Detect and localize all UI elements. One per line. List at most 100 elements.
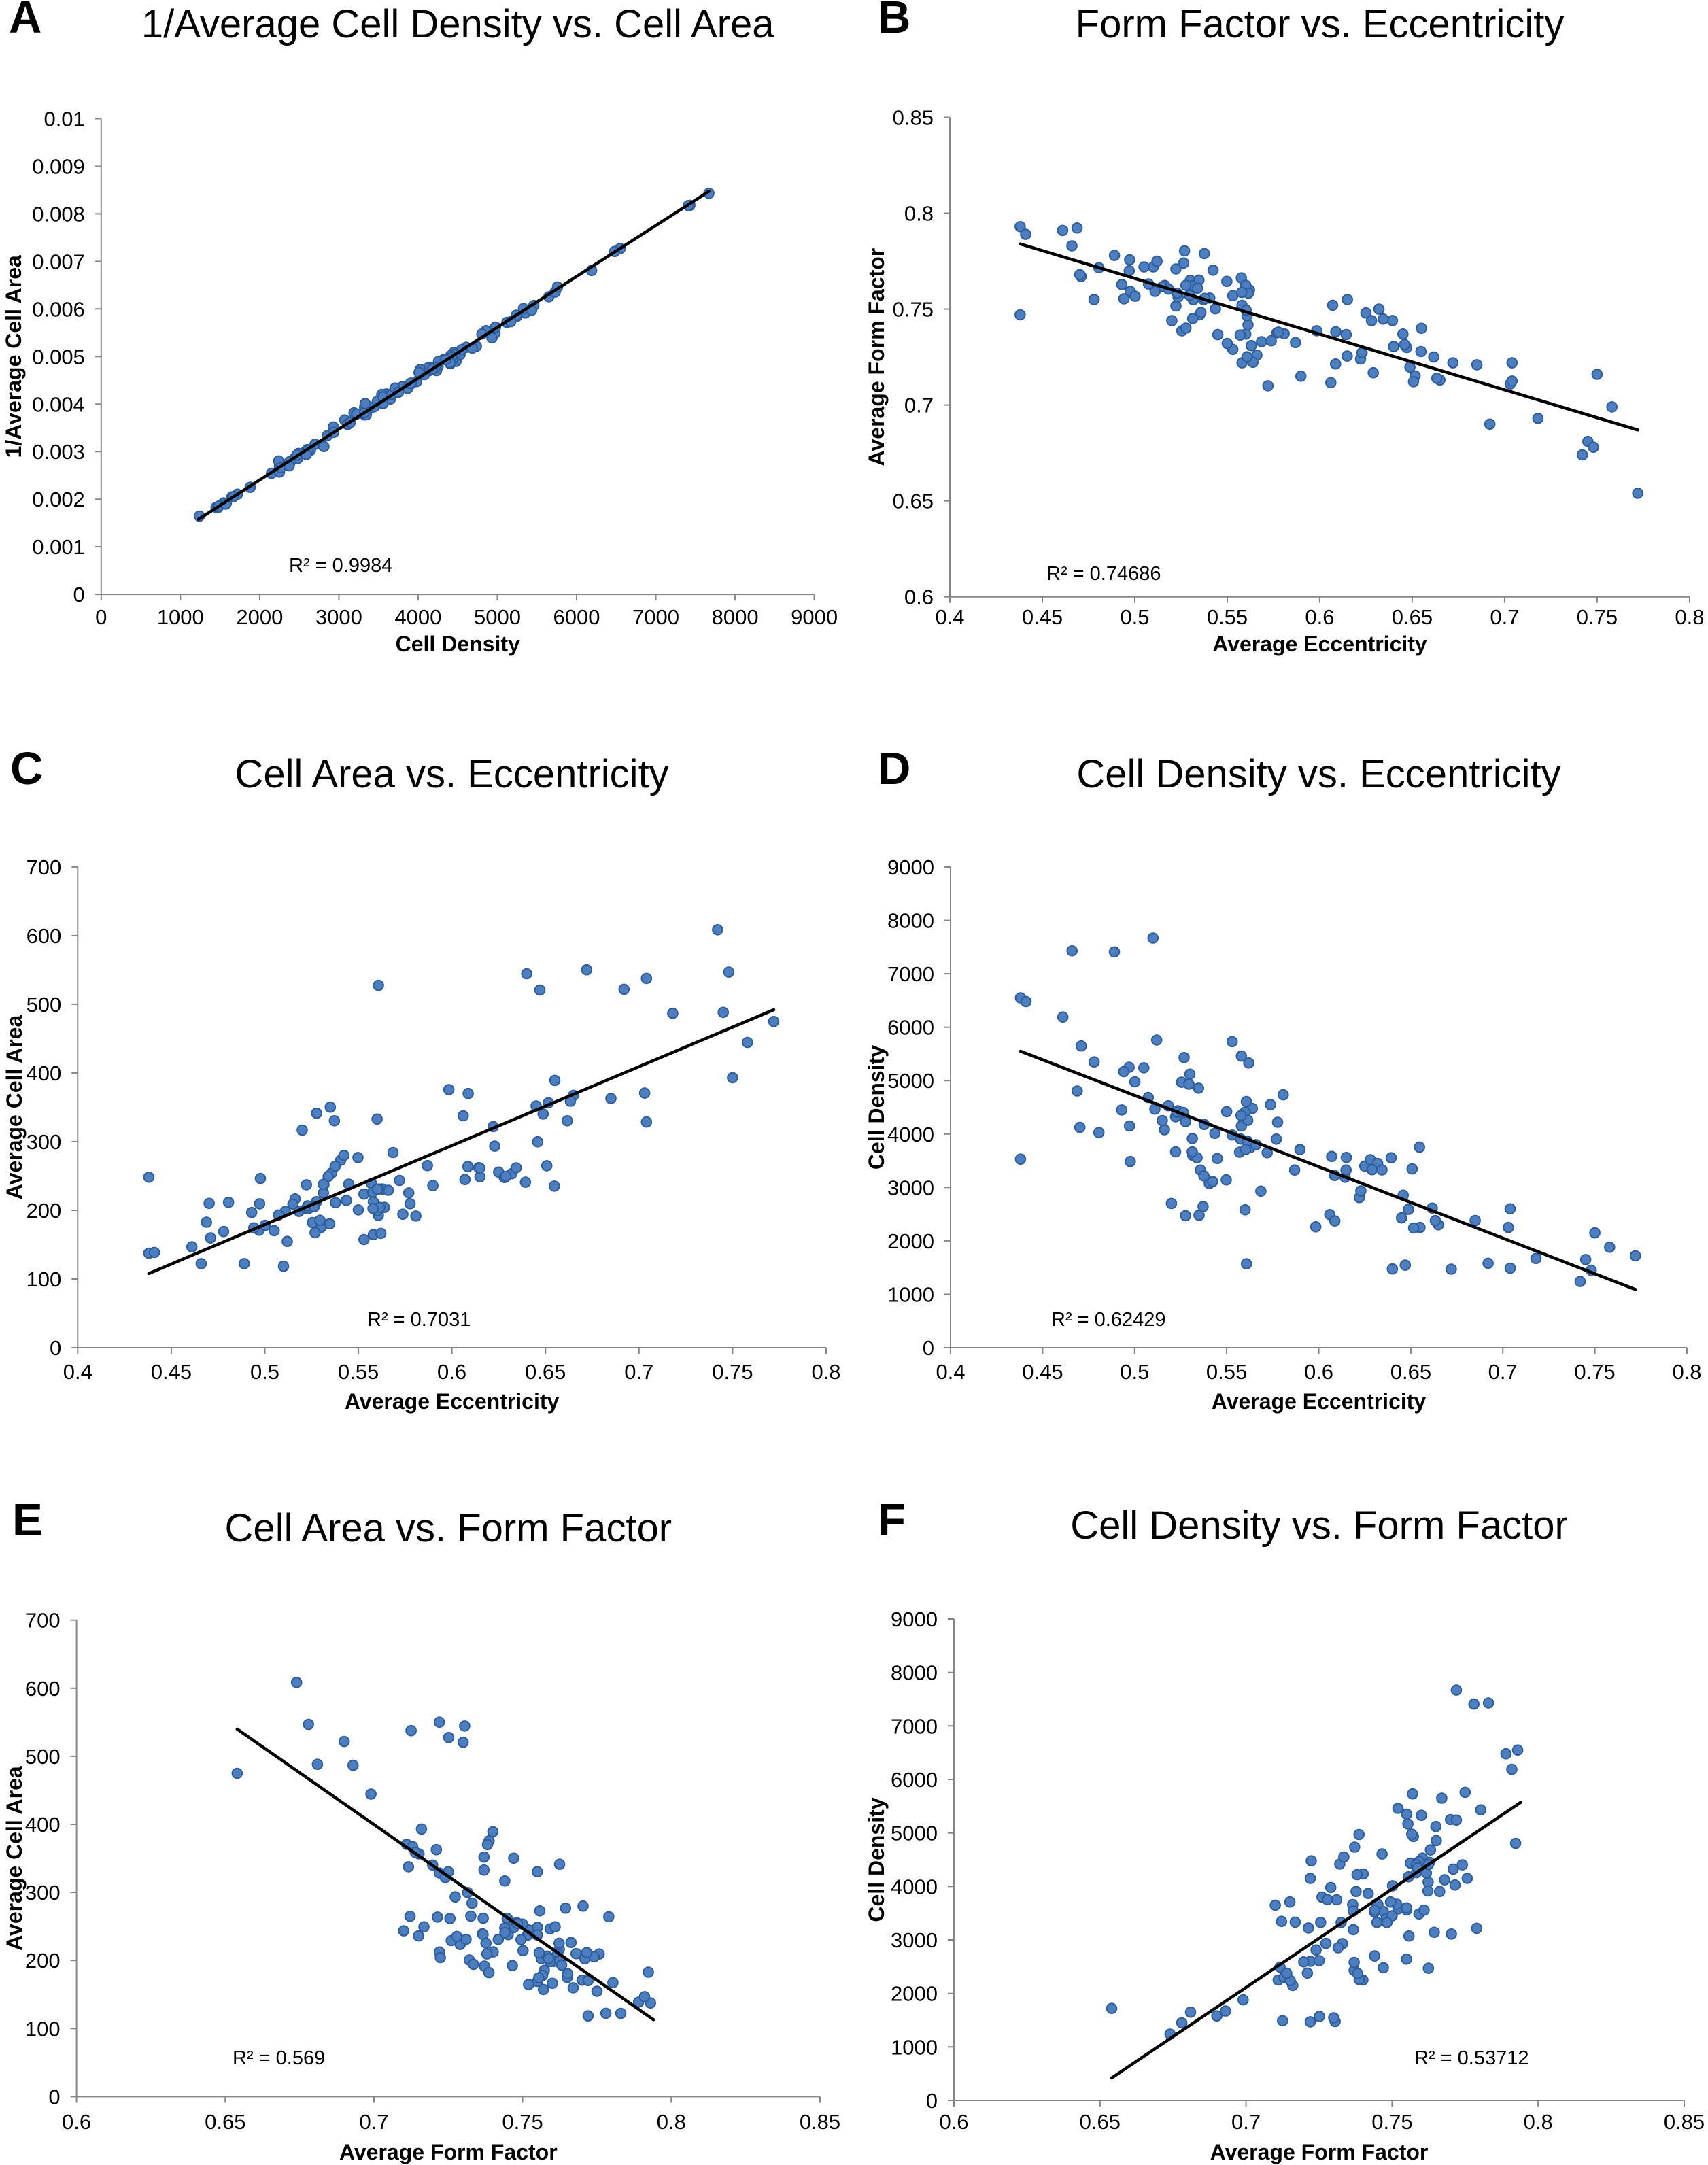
svg-text:8000: 8000	[712, 605, 759, 629]
svg-text:1/Average Cell Area: 1/Average Cell Area	[1, 255, 26, 458]
svg-text:0.7: 0.7	[904, 394, 934, 417]
svg-text:0.65: 0.65	[893, 490, 934, 513]
svg-text:0: 0	[923, 1336, 934, 1360]
svg-text:Cell Area vs. Eccentricity: Cell Area vs. Eccentricity	[235, 752, 668, 796]
svg-text:0.85: 0.85	[800, 2110, 840, 2134]
svg-text:0: 0	[95, 605, 107, 629]
svg-text:500: 500	[25, 1745, 61, 1769]
svg-text:9000: 9000	[887, 855, 934, 879]
svg-text:5000: 5000	[887, 1069, 934, 1093]
svg-text:7000: 7000	[632, 605, 679, 629]
svg-text:0.8: 0.8	[1675, 605, 1704, 629]
svg-text:100: 100	[27, 1267, 62, 1291]
svg-text:B: B	[878, 0, 910, 43]
svg-text:3000: 3000	[891, 1928, 938, 1952]
svg-text:0.55: 0.55	[1206, 1360, 1247, 1384]
svg-text:0.75: 0.75	[893, 298, 934, 322]
svg-text:700: 700	[25, 1609, 61, 1633]
svg-text:0.002: 0.002	[32, 488, 85, 511]
svg-text:1/Average Cell Density vs. Cel: 1/Average Cell Density vs. Cell Area	[141, 2, 774, 46]
svg-text:Average Form Factor: Average Form Factor	[864, 248, 889, 466]
svg-text:0.5: 0.5	[1120, 605, 1149, 629]
svg-text:0.55: 0.55	[338, 1360, 379, 1384]
svg-text:Form Factor vs. Eccentricity: Form Factor vs. Eccentricity	[1076, 2, 1565, 46]
svg-text:2000: 2000	[236, 605, 283, 629]
svg-text:8000: 8000	[887, 909, 934, 933]
svg-text:0.005: 0.005	[32, 345, 85, 369]
svg-text:0.8: 0.8	[904, 202, 934, 226]
svg-text:0.85: 0.85	[893, 106, 934, 130]
svg-text:0: 0	[73, 583, 85, 607]
svg-text:0.009: 0.009	[32, 155, 85, 179]
svg-text:0.45: 0.45	[1022, 605, 1063, 629]
svg-text:3000: 3000	[315, 605, 362, 629]
svg-text:0.007: 0.007	[32, 250, 85, 273]
svg-text:6000: 6000	[553, 605, 600, 629]
svg-text:9000: 9000	[891, 1607, 938, 1631]
svg-text:A: A	[9, 0, 41, 43]
svg-text:0.6: 0.6	[437, 1360, 466, 1384]
svg-text:Cell Density: Cell Density	[864, 1045, 889, 1170]
svg-text:8000: 8000	[891, 1661, 938, 1685]
svg-text:0.8: 0.8	[657, 2110, 686, 2134]
svg-text:0.85: 0.85	[1664, 2110, 1705, 2134]
svg-text:0.5: 0.5	[250, 1360, 279, 1384]
svg-text:0.8: 0.8	[1672, 1360, 1701, 1384]
svg-text:R² = 0.62429: R² = 0.62429	[1051, 1309, 1165, 1331]
svg-text:0.75: 0.75	[502, 2110, 543, 2134]
svg-text:0.7: 0.7	[1231, 2110, 1261, 2134]
svg-text:4000: 4000	[394, 605, 441, 629]
svg-text:0.008: 0.008	[32, 202, 85, 226]
svg-text:4000: 4000	[887, 1123, 934, 1146]
svg-text:1000: 1000	[891, 2035, 938, 2059]
svg-text:0.7: 0.7	[1490, 605, 1519, 629]
svg-text:0.4: 0.4	[935, 605, 964, 629]
svg-text:0.01: 0.01	[44, 107, 84, 131]
svg-text:100: 100	[25, 2017, 61, 2041]
svg-text:7000: 7000	[891, 1714, 938, 1738]
svg-text:Cell Density vs. Form Factor: Cell Density vs. Form Factor	[1070, 1503, 1568, 1548]
svg-text:0.75: 0.75	[1574, 1360, 1615, 1384]
svg-text:D: D	[878, 743, 910, 794]
svg-text:Cell Density: Cell Density	[396, 632, 520, 656]
svg-text:0.75: 0.75	[712, 1360, 753, 1384]
svg-text:0.7: 0.7	[1488, 1360, 1518, 1384]
svg-text:Average Cell Area: Average Cell Area	[2, 1015, 27, 1200]
svg-text:0.45: 0.45	[1022, 1360, 1063, 1384]
svg-text:5000: 5000	[474, 605, 521, 629]
svg-text:Cell Area vs. Form Factor: Cell Area vs. Form Factor	[225, 1506, 672, 1550]
svg-text:400: 400	[25, 1813, 61, 1837]
svg-text:R² = 0.7031: R² = 0.7031	[367, 1309, 471, 1331]
svg-text:F: F	[878, 1495, 906, 1546]
svg-text:0.75: 0.75	[1371, 2110, 1412, 2134]
svg-text:0.6: 0.6	[904, 585, 934, 609]
svg-text:C: C	[10, 743, 43, 794]
svg-text:400: 400	[27, 1061, 62, 1085]
svg-text:7000: 7000	[887, 962, 934, 986]
svg-text:0.4: 0.4	[63, 1360, 92, 1384]
svg-text:500: 500	[27, 993, 62, 1017]
svg-text:0.65: 0.65	[205, 2110, 245, 2134]
svg-text:0.65: 0.65	[1080, 2110, 1121, 2134]
svg-text:1000: 1000	[157, 605, 204, 629]
svg-text:Cell Density: Cell Density	[864, 1797, 889, 1922]
svg-text:R² = 0.74686: R² = 0.74686	[1046, 563, 1161, 585]
svg-text:6000: 6000	[887, 1016, 934, 1040]
svg-text:E: E	[12, 1495, 43, 1546]
svg-text:0.8: 0.8	[1524, 2110, 1553, 2134]
svg-text:Average Cell Area: Average Cell Area	[2, 1766, 27, 1951]
svg-text:0.7: 0.7	[359, 2110, 388, 2134]
svg-text:Average Eccentricity: Average Eccentricity	[1212, 632, 1427, 656]
svg-text:1000: 1000	[887, 1282, 934, 1306]
svg-text:5000: 5000	[891, 1822, 938, 1845]
svg-text:0.65: 0.65	[1392, 605, 1433, 629]
svg-text:0.6: 0.6	[1305, 605, 1334, 629]
svg-text:0.65: 0.65	[525, 1360, 566, 1384]
svg-text:Cell Density vs. Eccentricity: Cell Density vs. Eccentricity	[1076, 752, 1560, 796]
svg-text:600: 600	[25, 1677, 61, 1701]
svg-text:0.6: 0.6	[939, 2110, 968, 2134]
svg-text:300: 300	[27, 1130, 62, 1154]
svg-text:0.75: 0.75	[1577, 605, 1618, 629]
svg-text:0: 0	[48, 2085, 60, 2109]
svg-text:0.001: 0.001	[32, 535, 85, 559]
